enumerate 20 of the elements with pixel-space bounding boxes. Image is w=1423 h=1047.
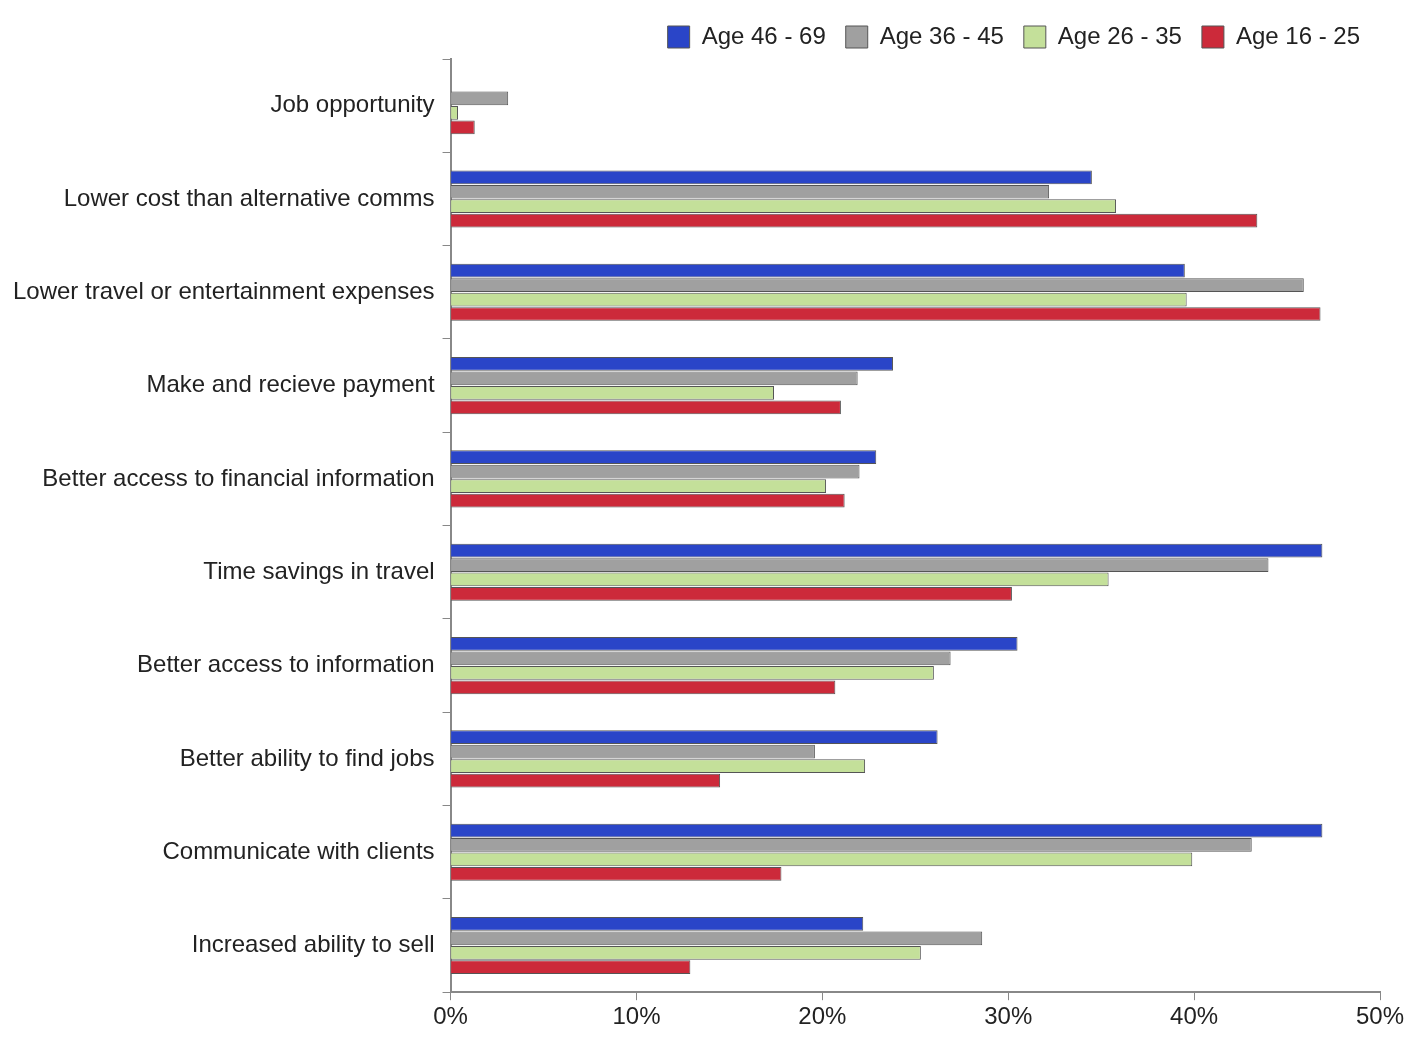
- x-tick-label: 20%: [798, 1002, 847, 1030]
- y-tick-label: Lower travel or entertainment expenses: [13, 276, 435, 304]
- y-tick-label: Lower cost than alternative comms: [63, 183, 435, 211]
- x-tick-label: 30%: [984, 1002, 1033, 1030]
- legend-label: Age 46 - 69: [701, 21, 826, 49]
- legend-label: Age 16 - 25: [1235, 21, 1360, 49]
- y-tick-label: Communicate with clients: [162, 836, 435, 864]
- y-tick-label: Make and recieve payment: [146, 370, 435, 398]
- y-tick-label: Job opportunity: [270, 90, 435, 118]
- x-tick-label: 50%: [1355, 1002, 1405, 1030]
- y-tick-label: Better access to information: [137, 650, 435, 678]
- legend-label: Age 36 - 45: [879, 21, 1004, 49]
- x-tick-label: 10%: [612, 1002, 661, 1030]
- y-tick-label: Increased ability to sell: [191, 930, 435, 958]
- y-tick-label: Better ability to find jobs: [179, 743, 435, 771]
- legend-label: Age 26 - 35: [1057, 21, 1182, 49]
- x-tick-label: 0%: [433, 1002, 468, 1030]
- y-tick-label: Better access to financial information: [42, 463, 435, 491]
- x-tick-label: 40%: [1170, 1002, 1219, 1030]
- y-tick-label: Time savings in travel: [203, 556, 435, 584]
